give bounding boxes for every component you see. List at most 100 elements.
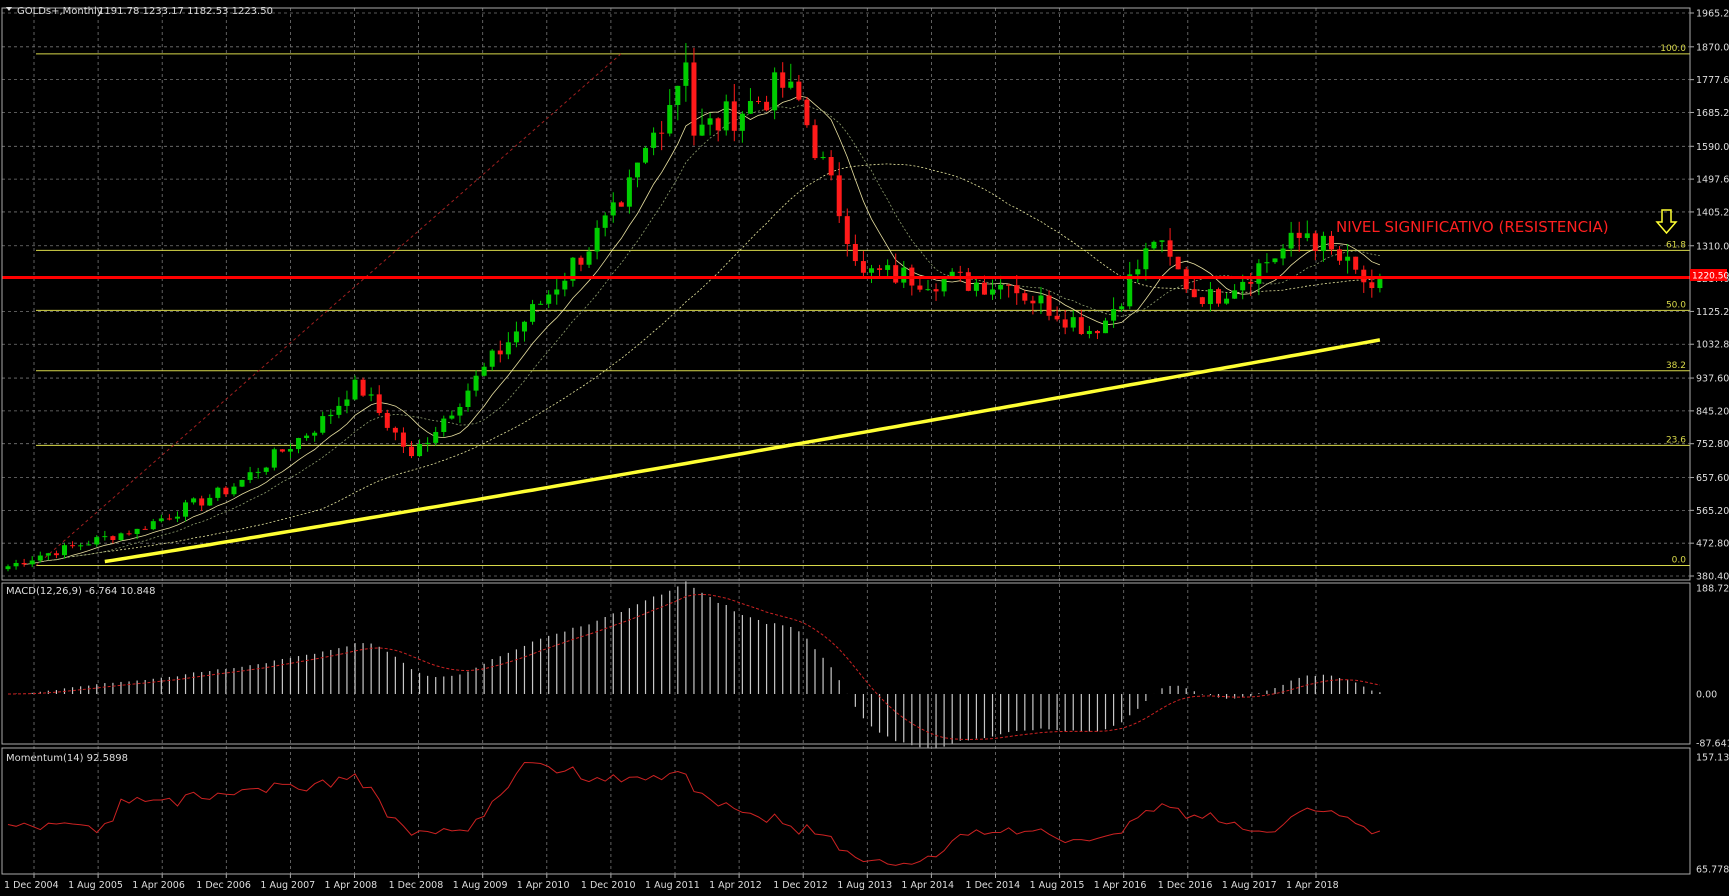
candle-body[interactable] xyxy=(102,536,108,538)
candle-body[interactable] xyxy=(352,379,358,400)
candle-body[interactable] xyxy=(756,101,762,103)
candle-body[interactable] xyxy=(1014,285,1020,294)
candle-body[interactable] xyxy=(360,379,366,396)
candle-body[interactable] xyxy=(86,544,92,546)
candle-body[interactable] xyxy=(1272,258,1278,263)
candle-body[interactable] xyxy=(699,124,705,136)
candle-body[interactable] xyxy=(53,553,59,556)
candle-body[interactable] xyxy=(788,81,794,88)
candle-body[interactable] xyxy=(538,303,544,305)
candle-body[interactable] xyxy=(570,257,576,281)
candle-body[interactable] xyxy=(877,268,883,270)
candle-body[interactable] xyxy=(634,162,640,178)
candle-body[interactable] xyxy=(594,227,600,252)
candle-body[interactable] xyxy=(941,278,947,292)
candle-body[interactable] xyxy=(425,442,431,445)
candle-body[interactable] xyxy=(134,528,140,534)
candle-body[interactable] xyxy=(61,545,67,556)
candle-body[interactable] xyxy=(659,132,665,134)
candle-body[interactable] xyxy=(13,562,19,567)
triangle-down-icon[interactable] xyxy=(6,7,12,11)
candle-body[interactable] xyxy=(893,265,899,283)
candle-body[interactable] xyxy=(1312,233,1318,251)
candle-body[interactable] xyxy=(715,118,721,131)
candle-body[interactable] xyxy=(1046,295,1052,316)
candle-body[interactable] xyxy=(820,156,826,159)
candle-body[interactable] xyxy=(78,545,84,547)
candle-body[interactable] xyxy=(296,438,302,450)
candle-body[interactable] xyxy=(126,533,132,535)
candle-body[interactable] xyxy=(772,72,778,111)
candle-body[interactable] xyxy=(473,375,479,391)
candle-body[interactable] xyxy=(925,289,931,291)
candle-body[interactable] xyxy=(70,545,76,547)
candle-body[interactable] xyxy=(158,518,164,522)
candle-body[interactable] xyxy=(505,342,511,355)
candle-body[interactable] xyxy=(1345,256,1351,261)
candle-body[interactable] xyxy=(457,407,463,416)
candle-body[interactable] xyxy=(844,216,850,245)
candle-body[interactable] xyxy=(1119,306,1125,310)
candle-body[interactable] xyxy=(747,101,753,114)
candle-body[interactable] xyxy=(1151,241,1157,249)
candle-body[interactable] xyxy=(150,521,156,530)
candle-body[interactable] xyxy=(449,415,455,419)
candle-body[interactable] xyxy=(796,81,802,100)
candle-body[interactable] xyxy=(215,487,221,498)
macd-pane[interactable] xyxy=(7,581,1381,749)
candle-body[interactable] xyxy=(917,285,923,290)
candle-body[interactable] xyxy=(400,432,406,447)
candle-body[interactable] xyxy=(1199,297,1205,305)
candle-body[interactable] xyxy=(683,62,689,86)
candle-body[interactable] xyxy=(1264,262,1270,264)
candle-body[interactable] xyxy=(433,431,439,443)
candle-body[interactable] xyxy=(651,132,657,148)
candle-body[interactable] xyxy=(344,399,350,406)
candle-body[interactable] xyxy=(336,405,342,415)
candle-body[interactable] xyxy=(546,294,552,304)
candle-body[interactable] xyxy=(1006,284,1012,286)
candle-body[interactable] xyxy=(1030,300,1036,304)
candle-body[interactable] xyxy=(239,479,245,487)
candle-body[interactable] xyxy=(287,449,293,452)
candle-body[interactable] xyxy=(586,251,592,265)
candle-body[interactable] xyxy=(271,449,277,468)
momentum-pane[interactable] xyxy=(7,761,1381,866)
candle-body[interactable] xyxy=(263,467,269,472)
candle-body[interactable] xyxy=(1103,320,1109,334)
candle-body[interactable] xyxy=(1337,249,1343,261)
candle-body[interactable] xyxy=(812,125,818,159)
candle-body[interactable] xyxy=(320,416,326,433)
candle-body[interactable] xyxy=(707,118,713,125)
candle-body[interactable] xyxy=(901,267,907,283)
candle-body[interactable] xyxy=(489,350,495,367)
candle-body[interactable] xyxy=(1078,317,1084,335)
candle-body[interactable] xyxy=(1296,232,1302,238)
candle-body[interactable] xyxy=(417,444,423,457)
candle-body[interactable] xyxy=(312,432,318,436)
candle-body[interactable] xyxy=(602,215,608,228)
candle-body[interactable] xyxy=(94,537,100,545)
candle-body[interactable] xyxy=(1022,293,1028,301)
candle-body[interactable] xyxy=(37,555,43,561)
candle-body[interactable] xyxy=(384,412,390,428)
candle-body[interactable] xyxy=(118,533,124,541)
resistance-annotation[interactable]: NIVEL SIGNIFICATIVO (RESISTENCIA) xyxy=(1336,209,1678,236)
candle-body[interactable] xyxy=(965,272,971,291)
candle-body[interactable] xyxy=(836,175,842,217)
candle-body[interactable] xyxy=(643,147,649,163)
candle-body[interactable] xyxy=(667,104,673,134)
candle-body[interactable] xyxy=(110,536,116,541)
candle-body[interactable] xyxy=(392,427,398,433)
candle-body[interactable] xyxy=(949,271,955,279)
candle-body[interactable] xyxy=(183,502,189,517)
candle-body[interactable] xyxy=(304,435,310,439)
candle-body[interactable] xyxy=(1054,315,1060,320)
candle-body[interactable] xyxy=(1304,233,1310,238)
candle-body[interactable] xyxy=(804,99,810,126)
candle-body[interactable] xyxy=(1248,281,1254,284)
candle-body[interactable] xyxy=(174,516,180,519)
candle-body[interactable] xyxy=(973,282,979,291)
candle-body[interactable] xyxy=(578,257,584,265)
